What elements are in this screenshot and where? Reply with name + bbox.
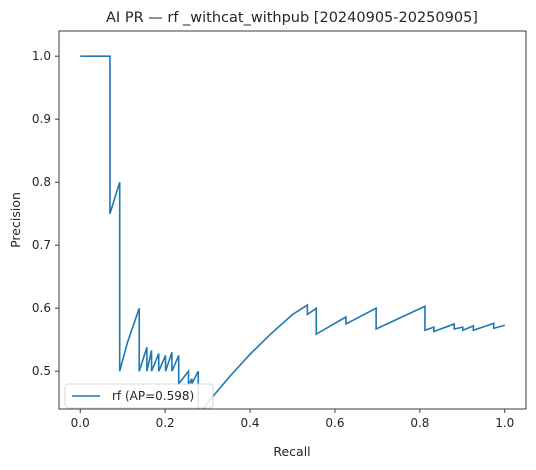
y-tick-label: 0.5 <box>32 364 51 378</box>
legend: rf (AP=0.598) <box>64 383 214 409</box>
x-tick-label: 1.0 <box>495 416 514 430</box>
plot-frame <box>58 30 527 410</box>
x-axis-label: Recall <box>273 444 310 459</box>
chart-title: AI PR — rf _withcat_withpub [20240905-20… <box>106 10 478 26</box>
legend-box <box>64 383 214 409</box>
legend-label-rf: rf (AP=0.598) <box>112 389 194 403</box>
y-axis-ticks: 0.5 0.6 0.7 0.8 0.9 1.0 <box>32 49 59 378</box>
y-tick-label: 0.6 <box>32 301 51 315</box>
x-tick-label: 0.8 <box>410 416 429 430</box>
x-tick-label: 0.2 <box>156 416 175 430</box>
x-tick-label: 0.0 <box>71 416 90 430</box>
series-line-rf <box>80 55 505 409</box>
x-tick-label: 0.4 <box>240 416 259 430</box>
x-axis-ticks: 0.0 0.2 0.4 0.6 0.8 1.0 <box>71 409 514 430</box>
y-tick-label: 0.9 <box>32 112 51 126</box>
y-tick-label: 0.8 <box>32 175 51 189</box>
y-tick-label: 1.0 <box>32 49 51 63</box>
y-tick-label: 0.7 <box>32 238 51 252</box>
x-tick-label: 0.6 <box>325 416 344 430</box>
y-axis-label: Precision <box>8 192 23 248</box>
